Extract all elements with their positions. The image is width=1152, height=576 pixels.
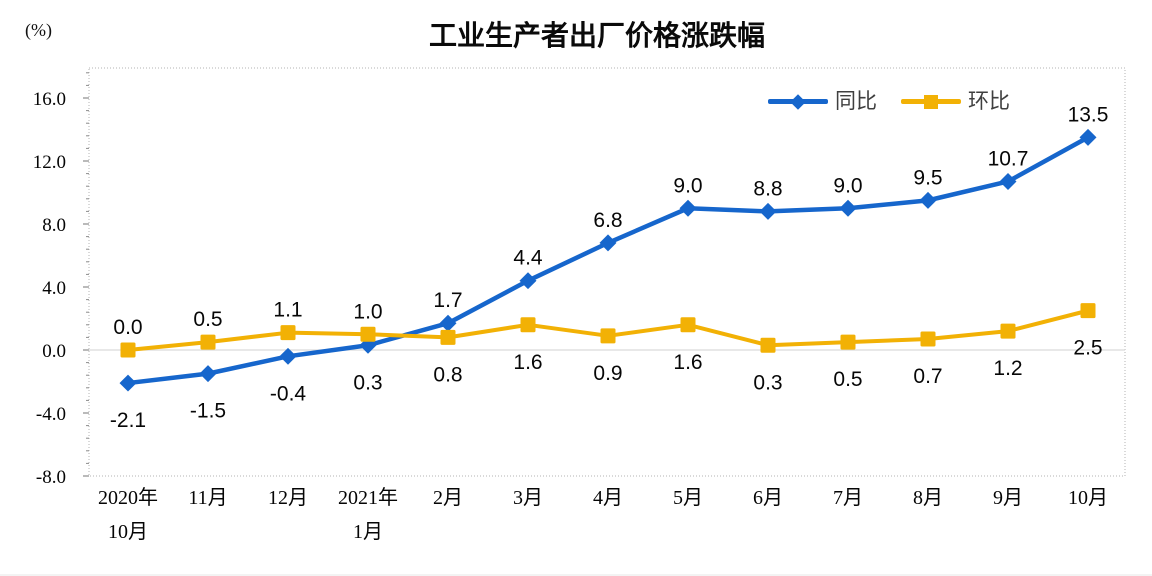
data-point-label: 0.9: [593, 362, 622, 385]
x-axis-category-label: 8月: [913, 487, 943, 509]
data-point-label: 6.8: [593, 209, 622, 232]
data-point-label: 1.6: [673, 351, 702, 374]
data-point-marker-diamond: [199, 365, 217, 383]
legend-item-mom: 环比: [901, 91, 1010, 112]
data-point-label: 1.7: [433, 289, 462, 312]
legend-label-mom: 环比: [968, 90, 1010, 113]
square-marker-icon: [924, 94, 938, 109]
data-point-marker-square: [1080, 303, 1096, 319]
legend-label-yoy: 同比: [835, 90, 877, 113]
x-axis-category-label: 12月: [268, 487, 308, 509]
data-point-marker-diamond: [439, 314, 457, 332]
data-point-label: 0.8: [433, 363, 462, 386]
x-axis-category-label: 2020年: [98, 486, 158, 509]
data-point-marker-square: [840, 334, 856, 350]
data-point-marker-diamond: [119, 374, 137, 392]
data-point-label: 0.0: [113, 316, 142, 339]
x-axis-category-label: 7月: [833, 487, 863, 509]
data-point-label: 10.7: [988, 147, 1029, 170]
data-point-label: 2.5: [1073, 337, 1102, 360]
data-point-marker-diamond: [519, 272, 537, 290]
y-axis-unit-label: (%): [25, 20, 52, 40]
data-point-label: 1.6: [513, 351, 542, 374]
data-point-marker-diamond: [279, 347, 297, 365]
data-point-label: 8.8: [753, 177, 782, 200]
data-point-marker-square: [1000, 323, 1016, 339]
data-point-label: 1.2: [993, 357, 1022, 380]
data-point-marker-diamond: [999, 172, 1017, 190]
x-axis-category-label: 2021年: [338, 486, 398, 509]
legend-item-yoy: 同比: [768, 91, 877, 112]
data-point-marker-diamond: [599, 234, 617, 252]
data-point-marker-diamond: [839, 199, 857, 217]
data-point-label: 1.1: [273, 299, 302, 322]
plot-border: [88, 67, 1126, 477]
mom-line-swatch: [901, 94, 961, 109]
y-axis-tick-label: 0.0: [42, 341, 66, 362]
y-axis-tick-label: 12.0: [33, 152, 66, 173]
y-axis-tick-label: 8.0: [42, 215, 66, 236]
data-point-marker-diamond: [679, 199, 697, 217]
data-point-marker-square: [200, 334, 216, 350]
series-line-0: [125, 135, 1091, 386]
data-point-label: 0.7: [913, 365, 942, 388]
data-point-marker-square: [680, 317, 696, 333]
data-point-label: 13.5: [1068, 103, 1109, 126]
x-axis-category-label: 4月: [593, 487, 623, 509]
data-point-label: 1.0: [353, 300, 382, 323]
x-axis-category-label: 6月: [753, 487, 783, 509]
y-axis-tick-label: 4.0: [42, 278, 66, 299]
data-point-label: 9.0: [833, 174, 862, 197]
data-point-marker-square: [440, 329, 456, 345]
data-point-marker-diamond: [759, 202, 777, 220]
data-point-label: 0.5: [833, 368, 862, 391]
data-point-label: 0.5: [193, 308, 222, 331]
data-point-label: 0.3: [753, 371, 782, 394]
data-point-marker-diamond: [1079, 128, 1097, 146]
data-point-marker-square: [600, 328, 616, 344]
x-axis-category-label: 3月: [513, 487, 543, 509]
diamond-marker-icon: [790, 93, 806, 110]
x-axis-category-label: 11月: [188, 487, 227, 509]
data-point-marker-square: [120, 342, 136, 358]
data-point-marker-square: [360, 326, 376, 342]
x-axis-category-label: 9月: [993, 487, 1023, 509]
chart-legend: 同比 环比: [768, 91, 1010, 112]
x-axis-category-label: 10月: [1068, 487, 1108, 509]
y-axis-tick-label: -4.0: [36, 404, 66, 425]
data-point-label: -2.1: [110, 409, 146, 432]
data-point-marker-diamond: [919, 191, 937, 209]
data-point-label: 4.4: [513, 247, 543, 270]
x-axis-category-label: 5月: [673, 487, 703, 509]
data-point-marker-square: [920, 331, 936, 347]
data-point-marker-square: [760, 337, 776, 353]
x-axis-category-label: 1月: [353, 521, 383, 543]
y-axis-tick-label: -8.0: [36, 467, 66, 488]
data-point-label: 9.0: [673, 174, 702, 197]
data-point-label: -1.5: [190, 400, 226, 423]
data-point-marker-square: [520, 317, 536, 333]
data-point-label: -0.4: [270, 382, 307, 405]
data-point-label: 0.3: [353, 371, 382, 394]
data-point-marker-square: [280, 325, 296, 341]
yoy-line-swatch: [768, 93, 828, 110]
x-axis-category-label: 2月: [433, 487, 463, 509]
y-axis-tick-label: 16.0: [33, 89, 66, 110]
data-point-label: 9.5: [913, 166, 942, 189]
chart-title: 工业生产者出厂价格涨跌幅: [428, 20, 766, 51]
x-axis-category-label: 10月: [108, 521, 148, 543]
